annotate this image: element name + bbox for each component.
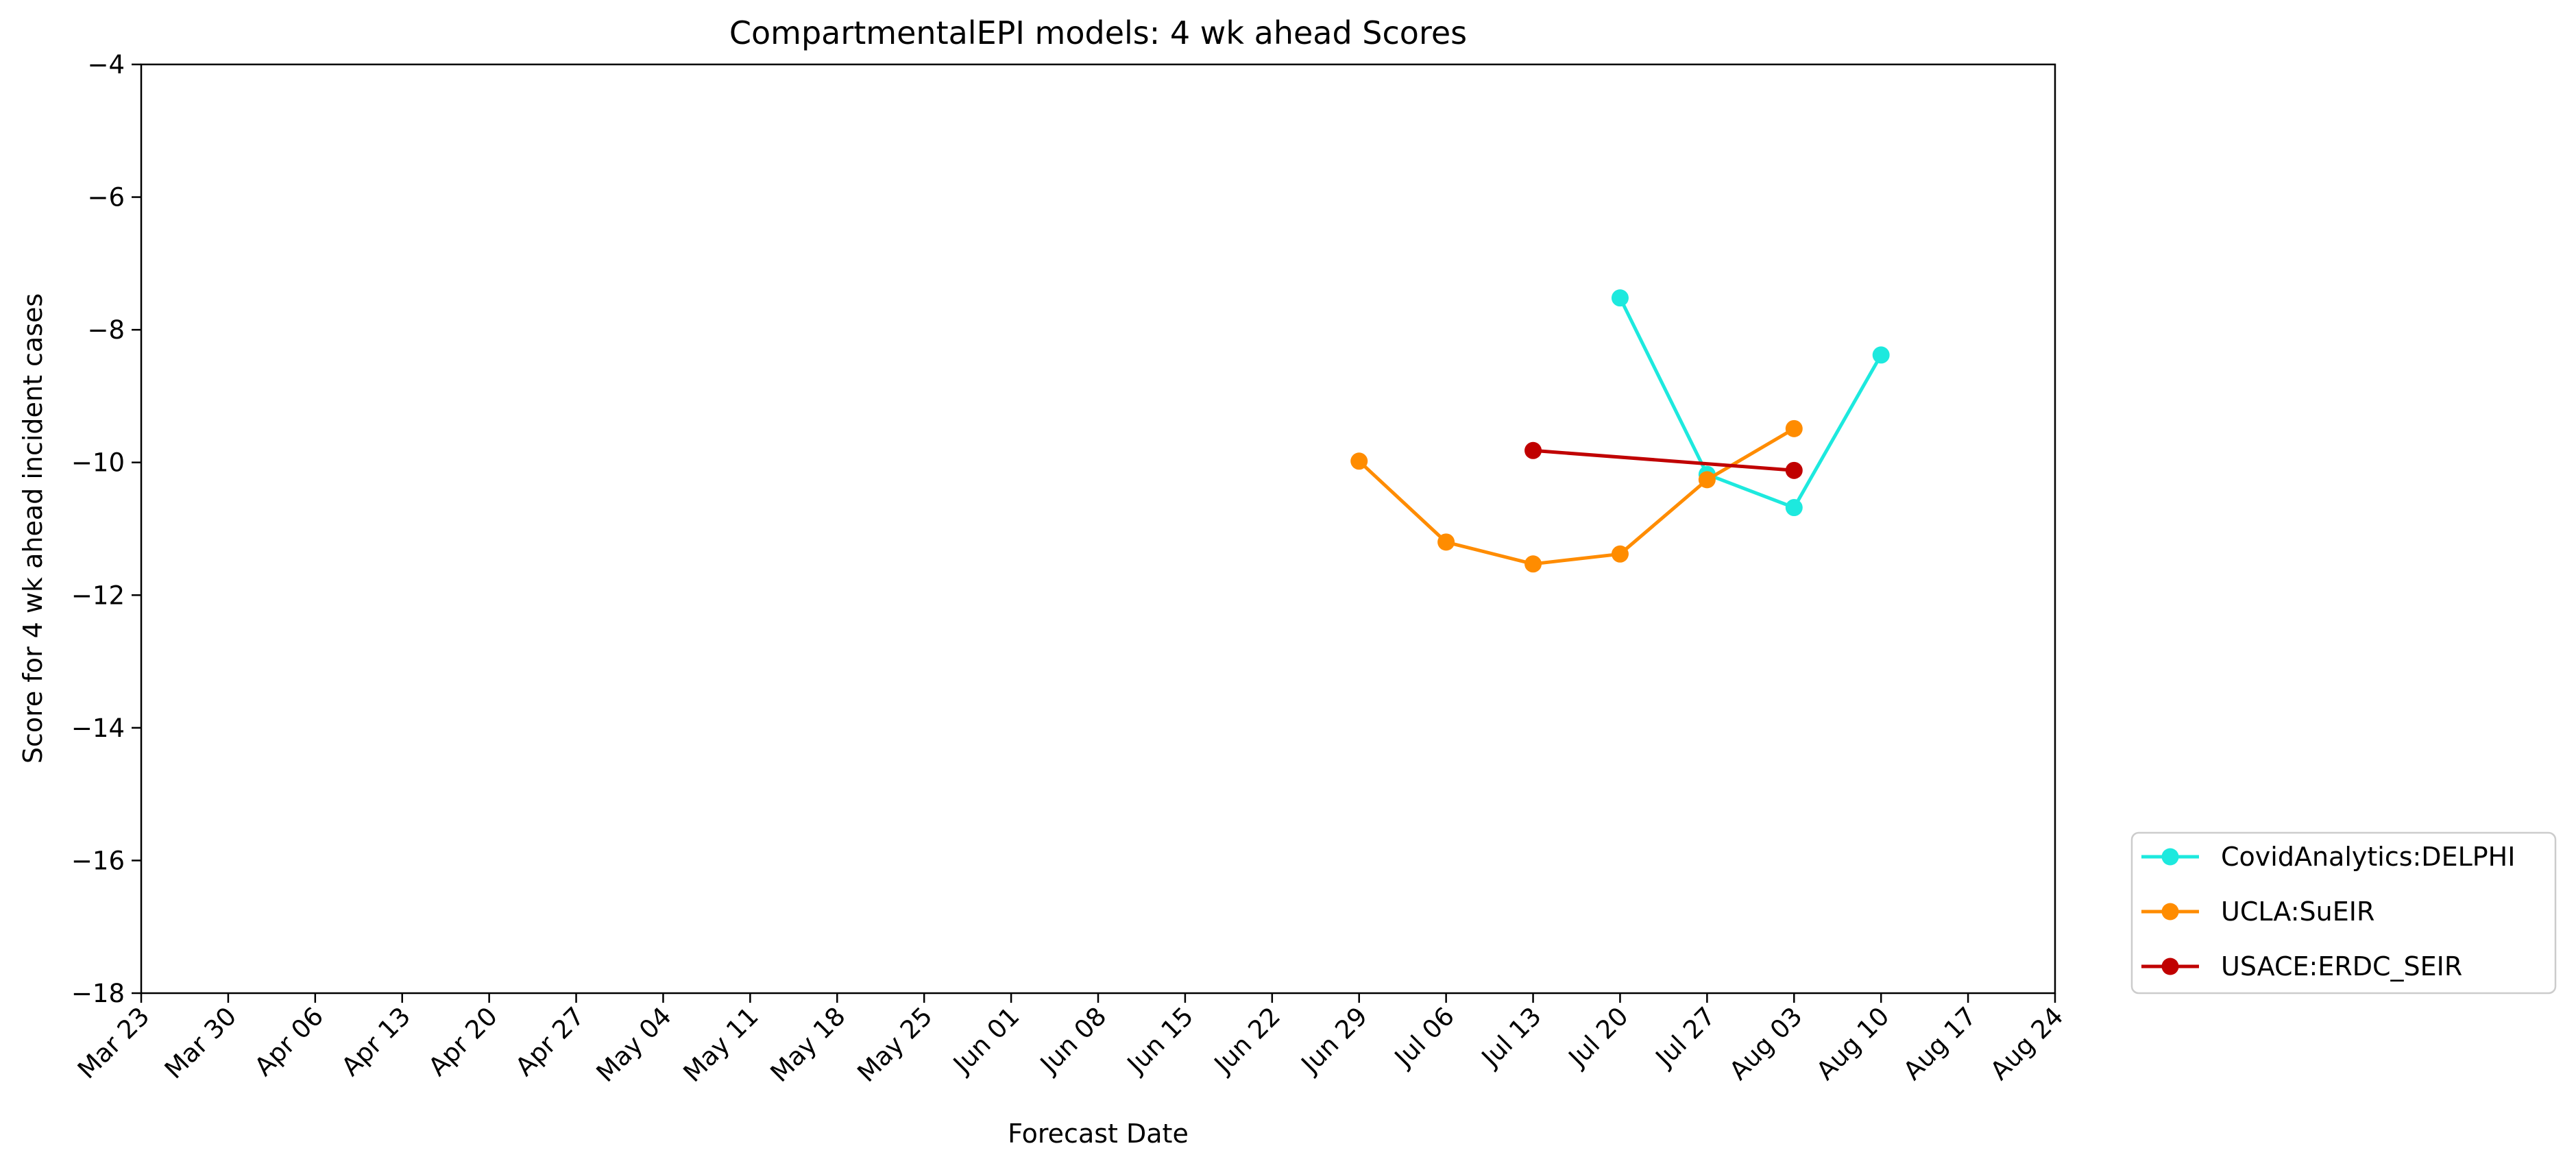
x-tick-label: May 25 bbox=[851, 1001, 938, 1088]
series-line bbox=[1618, 297, 1883, 509]
legend-frame bbox=[2130, 831, 2557, 995]
x-tick-label: Jun 29 bbox=[1295, 1001, 1373, 1080]
series-layer bbox=[1350, 289, 1890, 573]
plot-area bbox=[141, 64, 2055, 993]
x-tick-label: Apr 27 bbox=[510, 1001, 590, 1082]
x-axis-label: Forecast Date bbox=[1008, 1119, 1189, 1149]
series-line bbox=[1533, 448, 1795, 472]
legend: CovidAnalytics:DELPHI UCLA:SuEIR USACE:ERD… bbox=[2130, 831, 2557, 995]
data-point bbox=[1437, 533, 1455, 551]
x-tick-label: Aug 24 bbox=[1984, 1001, 2069, 1086]
legend-label: UCLA:SuEIR bbox=[2221, 897, 2374, 927]
y-tick-label: −12 bbox=[71, 581, 125, 610]
chart-title: CompartmentalEPI models: 4 wk ahead Scor… bbox=[729, 14, 1467, 51]
x-tick-label: Jul 13 bbox=[1475, 1001, 1547, 1073]
x-tick-label: Apr 20 bbox=[423, 1001, 503, 1082]
x-tick-label: Aug 10 bbox=[1810, 1001, 1895, 1086]
series-group bbox=[1350, 419, 1803, 573]
legend-marker bbox=[2161, 848, 2179, 866]
y-tick-label: −18 bbox=[71, 979, 125, 1008]
data-point bbox=[1698, 471, 1716, 489]
legend-marker bbox=[2161, 903, 2179, 921]
x-tick-label: May 11 bbox=[678, 1001, 764, 1088]
data-point bbox=[1524, 555, 1542, 573]
y-tick-label: −10 bbox=[71, 448, 125, 478]
x-tick-label: Jul 27 bbox=[1649, 1001, 1721, 1073]
legend-marker bbox=[2161, 958, 2179, 975]
data-point bbox=[1785, 499, 1803, 517]
data-point bbox=[1350, 452, 1368, 470]
legend-label: CovidAnalytics:DELPHI bbox=[2221, 842, 2515, 872]
x-axis: Mar 23 Mar 30 Apr 06 Apr 13 Apr 20 Apr 27 May … bbox=[72, 993, 2069, 1088]
y-tick-label: −4 bbox=[87, 50, 125, 80]
x-tick-label: Jun 22 bbox=[1208, 1001, 1286, 1080]
data-point bbox=[1611, 289, 1629, 307]
x-tick-label: Jul 06 bbox=[1388, 1001, 1460, 1073]
data-point bbox=[1872, 346, 1890, 364]
y-axis: −4 −6 −8 −10 −12 −14 −16 −18 bbox=[71, 50, 141, 1008]
x-tick-label: Apr 06 bbox=[249, 1001, 329, 1082]
series-line bbox=[1357, 427, 1795, 566]
data-point bbox=[1524, 441, 1542, 459]
x-tick-label: Aug 03 bbox=[1724, 1001, 1808, 1086]
y-tick-label: −6 bbox=[87, 183, 125, 212]
x-tick-label: Jun 01 bbox=[947, 1001, 1025, 1080]
y-tick-label: −16 bbox=[71, 846, 125, 875]
series-group bbox=[1524, 441, 1803, 479]
data-point bbox=[1785, 461, 1803, 479]
x-tick-label: May 04 bbox=[591, 1001, 677, 1088]
x-tick-label: Apr 13 bbox=[336, 1001, 416, 1082]
x-tick-label: Jul 20 bbox=[1562, 1001, 1634, 1073]
y-tick-label: −8 bbox=[87, 315, 125, 345]
x-tick-label: Jun 08 bbox=[1034, 1001, 1112, 1080]
x-tick-label: Aug 17 bbox=[1897, 1001, 1982, 1086]
data-point bbox=[1785, 419, 1803, 437]
x-tick-label: May 18 bbox=[765, 1001, 851, 1088]
y-axis-label: Score for 4 wk ahead incident cases bbox=[18, 293, 48, 764]
x-tick-label: Mar 23 bbox=[72, 1001, 155, 1084]
x-tick-label: Mar 30 bbox=[159, 1001, 242, 1084]
legend-label: USACE:ERDC_SEIR bbox=[2221, 951, 2462, 982]
y-tick-label: −14 bbox=[71, 714, 125, 743]
x-tick-label: Jun 15 bbox=[1121, 1001, 1199, 1080]
series-group bbox=[1611, 289, 1890, 517]
data-point bbox=[1611, 545, 1629, 563]
